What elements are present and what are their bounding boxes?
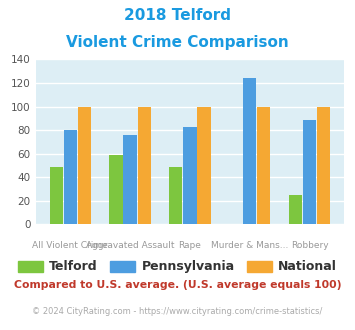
Text: Robbery: Robbery [291,241,328,250]
Text: Murder & Mans...: Murder & Mans... [211,241,289,250]
Bar [257,107,271,224]
Bar [303,119,316,224]
Bar [109,155,122,224]
Text: Compared to U.S. average. (U.S. average equals 100): Compared to U.S. average. (U.S. average … [14,280,341,290]
Bar [183,127,197,224]
Bar [64,130,77,224]
Bar [317,107,330,224]
Text: 2018 Telford: 2018 Telford [124,8,231,23]
Text: Rape: Rape [179,241,201,250]
Bar [124,135,137,224]
Bar [197,107,211,224]
Bar [243,78,256,224]
Bar [50,167,63,224]
Text: All Violent Crime: All Violent Crime [32,241,108,250]
Bar [169,167,182,224]
Text: © 2024 CityRating.com - https://www.cityrating.com/crime-statistics/: © 2024 CityRating.com - https://www.city… [32,307,323,316]
Bar [289,195,302,224]
Bar [137,107,151,224]
Text: Aggravated Assault: Aggravated Assault [86,241,174,250]
Bar [78,107,91,224]
Text: Violent Crime Comparison: Violent Crime Comparison [66,35,289,50]
Legend: Telford, Pennsylvania, National: Telford, Pennsylvania, National [13,255,342,279]
